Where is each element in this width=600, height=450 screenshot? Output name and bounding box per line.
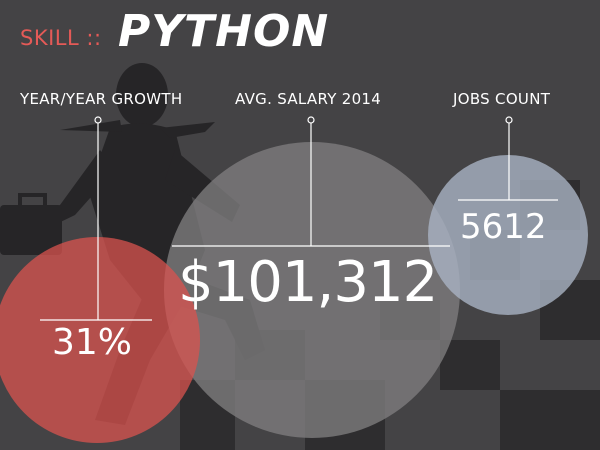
circle-growth: [0, 237, 200, 443]
circle-jobs: [428, 155, 588, 315]
growth-label: YEAR/YEAR GROWTH: [20, 90, 183, 108]
salary-value: $101,312: [178, 250, 438, 315]
leader-lines: [40, 116, 558, 321]
growth-value: 31%: [52, 322, 133, 363]
circle-salary: [164, 142, 460, 438]
jobs-label: JOBS COUNT: [453, 90, 551, 108]
jobs-value: 5612: [460, 207, 547, 247]
skill-name: PYTHON: [118, 6, 330, 57]
skill-separator: ::: [86, 26, 102, 50]
salary-label: AVG. SALARY 2014: [235, 90, 382, 108]
skill-prefix-label: SKILL: [20, 26, 80, 50]
skill-prefix: SKILL ::: [20, 26, 102, 50]
